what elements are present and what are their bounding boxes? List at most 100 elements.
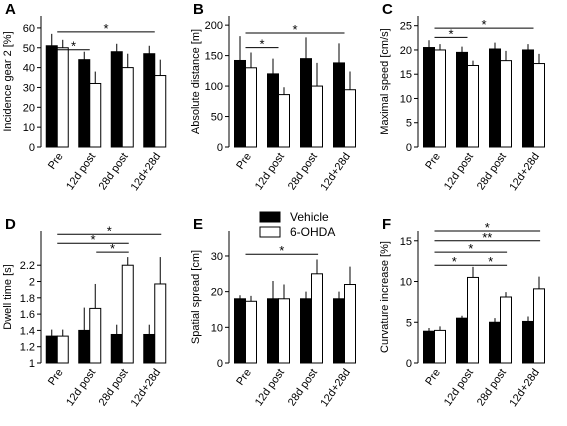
bar-6-ohda — [467, 64, 479, 148]
significance-label: * — [259, 37, 264, 52]
x-tick-label: 12d+28d — [318, 367, 353, 409]
bar-vehicle — [333, 62, 345, 148]
bar-6-ohda — [154, 75, 167, 148]
panel-letter: E — [193, 216, 203, 233]
y-tick-label: 30 — [23, 82, 35, 94]
y-axis-label: Incidence gear 2 [%] — [2, 31, 14, 131]
x-tick-label: 12d post — [442, 367, 476, 408]
y-tick-label: 20 — [211, 287, 223, 299]
x-tick-label: 12d post — [64, 151, 98, 192]
bar-6-ohda — [245, 67, 257, 148]
significance-label: * — [468, 241, 473, 256]
x-tick-label: 12d post — [253, 151, 287, 192]
y-axis-label: Curvature increase [%] — [379, 241, 391, 353]
y-tick-label: 15 — [400, 69, 412, 81]
panel-letter: F — [382, 216, 391, 233]
y-tick-label: 20 — [400, 45, 412, 57]
y-tick-label: 30 — [211, 251, 223, 263]
y-tick-label: 10 — [211, 322, 223, 334]
bar-6-ohda — [434, 329, 446, 364]
x-tick-label: 12d post — [253, 367, 287, 408]
y-tick-label: 0 — [406, 358, 412, 370]
bar-6-ohda — [500, 60, 512, 148]
significance-label: * — [279, 243, 284, 258]
bar-vehicle — [267, 298, 279, 364]
y-tick-label: 1.8 — [20, 293, 35, 305]
legend-swatch-vehicle — [259, 211, 281, 223]
y-axis-label: Maximal speed [cm/s] — [379, 28, 391, 134]
x-tick-label: 28d post — [286, 151, 320, 192]
bar-6-ohda — [311, 273, 323, 364]
bar-6-ohda — [311, 85, 323, 148]
y-tick-label: 100 — [205, 81, 223, 93]
bar-6-ohda — [89, 82, 102, 148]
significance-label: * — [448, 26, 453, 41]
bar-vehicle — [522, 320, 534, 364]
bar-vehicle — [143, 333, 156, 364]
significance-label: * — [103, 21, 108, 36]
y-tick-label: 40 — [23, 63, 35, 75]
x-tick-label: 12d+28d — [318, 151, 353, 193]
bar-vehicle — [234, 298, 246, 364]
bar-vehicle — [45, 335, 58, 364]
x-tick-label: 28d post — [97, 367, 131, 408]
panel-letter: C — [382, 1, 393, 18]
bar-vehicle — [78, 329, 91, 364]
y-tick-label: 5 — [406, 118, 412, 130]
bar-vehicle — [78, 59, 91, 148]
bar-6-ohda — [278, 94, 290, 148]
y-tick-label: 200 — [205, 20, 223, 32]
x-tick-label: 12d post — [442, 151, 476, 192]
x-tick-label: Pre — [46, 367, 66, 388]
bar-vehicle — [489, 321, 501, 364]
bar-6-ohda — [121, 67, 134, 148]
y-tick-label: 150 — [205, 51, 223, 63]
y-tick-label: 10 — [400, 277, 412, 289]
significance-label: ** — [482, 230, 492, 245]
bar-6-ohda — [154, 283, 167, 364]
bar-vehicle — [423, 47, 435, 148]
x-tick-label: Pre — [234, 151, 254, 172]
bar-6-ohda — [533, 63, 545, 148]
significance-label: * — [110, 241, 115, 256]
panel-letter: B — [193, 1, 204, 18]
bar-vehicle — [423, 330, 435, 364]
bar-vehicle — [522, 49, 534, 148]
legend-label-6-ohda: 6-OHDA — [290, 225, 335, 239]
y-tick-label: 1 — [29, 358, 35, 370]
x-tick-label: 12d post — [64, 367, 98, 408]
bar-6-ohda — [56, 335, 69, 364]
bar-vehicle — [300, 58, 312, 148]
y-tick-label: 60 — [23, 23, 35, 35]
x-tick-label: Pre — [423, 151, 443, 172]
y-tick-label: 2 — [29, 277, 35, 289]
y-tick-label: 0 — [217, 142, 223, 154]
x-tick-label: 28d post — [286, 367, 320, 408]
bar-vehicle — [456, 317, 468, 364]
bar-6-ohda — [278, 298, 290, 364]
bar-vehicle — [110, 333, 123, 364]
x-tick-label: 12d+28d — [129, 367, 164, 409]
bar-6-ohda — [434, 49, 446, 148]
y-tick-label: 1.2 — [20, 342, 35, 354]
legend-swatch-6-ohda — [259, 226, 281, 238]
significance-label: * — [452, 254, 457, 269]
y-tick-label: 2.2 — [20, 260, 35, 272]
y-tick-label: 20 — [23, 102, 35, 114]
y-tick-label: 1.6 — [20, 309, 35, 321]
y-tick-label: 0 — [217, 358, 223, 370]
legend-label-vehicle: Vehicle — [290, 210, 329, 224]
bar-6-ohda — [56, 47, 69, 148]
bar-vehicle — [143, 53, 156, 148]
x-tick-label: 12d+28d — [507, 367, 542, 409]
significance-label: * — [71, 39, 76, 54]
significance-label: * — [292, 22, 297, 37]
significance-label: * — [488, 254, 493, 269]
y-tick-label: 50 — [23, 43, 35, 55]
bar-vehicle — [333, 298, 345, 364]
bar-6-ohda — [533, 288, 545, 364]
